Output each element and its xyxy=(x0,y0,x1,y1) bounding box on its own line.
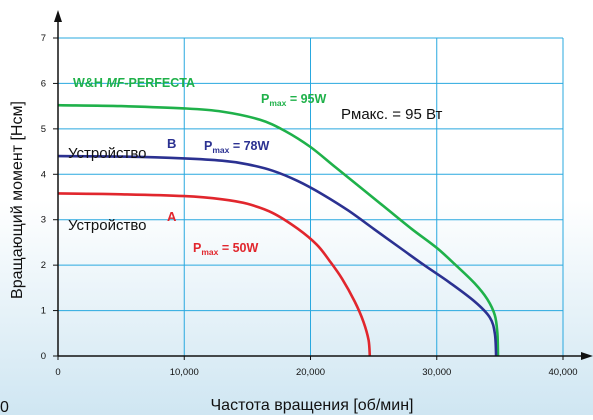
device-b-letter: B xyxy=(167,136,176,151)
tick-label-y: 2 xyxy=(41,260,46,271)
y-axis-arrow-icon xyxy=(54,10,62,22)
pmax-95-label: Pmax = 95W xyxy=(261,92,327,108)
tick-label-y: 4 xyxy=(41,169,46,180)
axes xyxy=(53,10,593,360)
series-label-perfecta: W&H MF-PERFECTA xyxy=(73,76,195,90)
tick-label-y: 5 xyxy=(41,124,46,135)
background-gradient xyxy=(0,200,593,415)
series-line-1 xyxy=(57,154,498,357)
tick-label-y: 3 xyxy=(41,215,46,226)
tick-label-y: 1 xyxy=(41,306,46,317)
tick-label-x: 10,000 xyxy=(170,367,199,378)
tick-label-x: 30,000 xyxy=(422,367,451,378)
series-line-2 xyxy=(57,192,372,357)
tick-label-y: 0 xyxy=(41,351,46,362)
device-a-label: Устройство xyxy=(68,217,146,234)
tick-label-y: 7 xyxy=(41,33,46,44)
device-a-letter: A xyxy=(167,209,177,224)
tick-label-x: 20,000 xyxy=(296,367,325,378)
tick-labels: 0 1 2 3 4 5 6 7 0 10,000 20,000 30,000 40,000 xyxy=(41,33,578,378)
tick-label-x: 40,000 xyxy=(548,367,577,378)
x-axis-label: Частота вращения [об/мин] xyxy=(211,397,414,414)
device-b-label: Устройство xyxy=(68,145,146,162)
x-axis-arrow-icon xyxy=(581,352,593,360)
series-lines xyxy=(57,103,500,357)
y-axis-label: Вращающий момент [Нсм] xyxy=(9,101,26,299)
grid xyxy=(58,37,564,356)
pmax-50-label: Pmax = 50W xyxy=(193,241,259,257)
pmax-78-label: Pmax = 78W xyxy=(204,139,270,155)
tick-label-y: 6 xyxy=(41,78,46,89)
corner-fragment-text: 0 xyxy=(0,399,9,415)
tick-label-x: 0 xyxy=(55,367,60,378)
pmax-ru-label: Рмакс. = 95 Вт xyxy=(341,106,443,123)
series-line-0 xyxy=(57,103,500,357)
